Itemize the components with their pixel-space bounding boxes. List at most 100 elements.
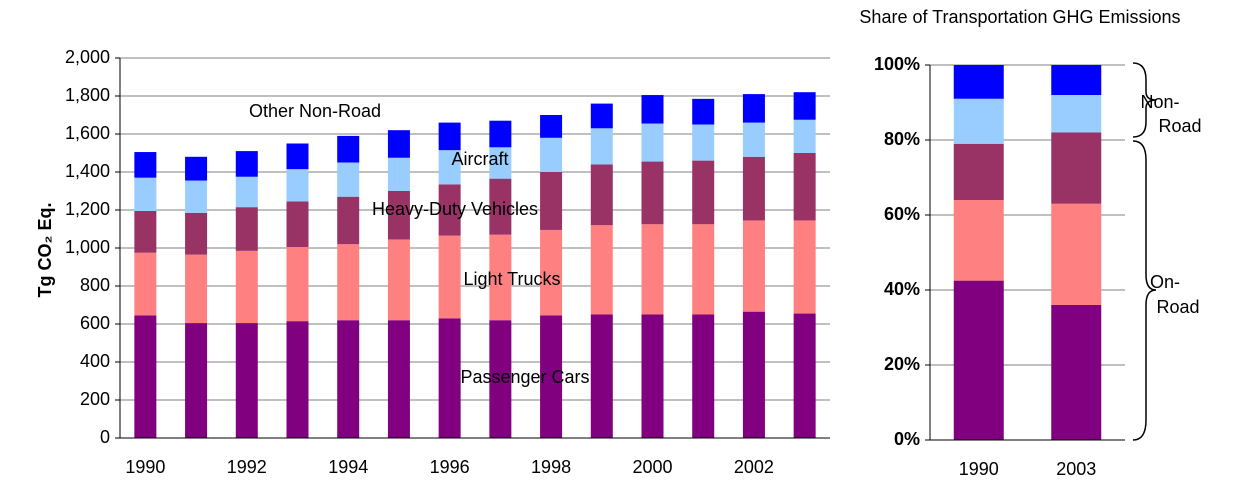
bar-segment [641, 314, 664, 438]
bar-segment [337, 135, 360, 163]
y-axis-label: Tg CO₂ Eq. [35, 203, 55, 298]
y-tick-label: 20% [884, 354, 920, 374]
y-tick-label: 600 [80, 313, 110, 333]
bar-segment [793, 313, 816, 438]
bar-segment [540, 115, 563, 138]
bar-segment [387, 191, 410, 240]
bar-segment [185, 254, 208, 324]
series-label: Aircraft [451, 149, 508, 169]
annotation: On- [1150, 272, 1180, 292]
bar-segment [286, 247, 309, 322]
bar-segment [489, 147, 512, 179]
bar-segment [742, 220, 765, 312]
y-tick-label: 400 [80, 351, 110, 371]
y-tick-label: 1,800 [65, 85, 110, 105]
y-tick-label: 200 [80, 389, 110, 409]
series-label: Passenger Cars [460, 367, 589, 387]
bar-segment [235, 151, 258, 177]
bar-segment [742, 122, 765, 157]
bar-segment [286, 169, 309, 202]
bar-segment [953, 280, 1004, 440]
bar-segment [692, 124, 715, 161]
series-label: Other Non-Road [249, 101, 381, 121]
bar-segment [692, 160, 715, 225]
bar-segment [692, 224, 715, 315]
bar-segment [438, 122, 461, 151]
y-tick-label: 0% [894, 429, 920, 449]
bar-segment [438, 184, 461, 236]
bar-segment [438, 318, 461, 438]
bar-segment [337, 162, 360, 197]
brace-non-road [1132, 62, 1157, 138]
bar-segment [134, 152, 157, 178]
bar-segment [641, 224, 664, 315]
x-tick-label: 1994 [328, 457, 368, 477]
y-tick-label: 40% [884, 279, 920, 299]
bar-segment [953, 65, 1004, 99]
bar-segment [387, 157, 410, 191]
annotation: Non- [1140, 92, 1179, 112]
chart-title: Share of Transportation GHG Emissions [859, 7, 1180, 27]
y-tick-label: 1,400 [65, 161, 110, 181]
annotation: Road [1158, 116, 1201, 136]
bar-segment [185, 180, 208, 213]
bar-segment [953, 200, 1004, 281]
bar-segment [235, 207, 258, 251]
bar-segment [1051, 132, 1102, 204]
bar-segment [742, 311, 765, 438]
bar-segment [337, 244, 360, 321]
bar-segment [793, 119, 816, 153]
bar-segment [742, 94, 765, 123]
bar-segment [590, 103, 613, 129]
y-tick-label: 800 [80, 275, 110, 295]
bar-segment [1051, 65, 1102, 95]
bar-segment [286, 143, 309, 170]
y-tick-label: 80% [884, 129, 920, 149]
x-tick-label: 2000 [632, 457, 672, 477]
y-tick-label: 100% [874, 54, 920, 74]
bar-segment [953, 143, 1004, 200]
x-tick-label: 1990 [125, 457, 165, 477]
bar-segment [540, 137, 563, 172]
bar-segment [134, 177, 157, 211]
x-tick-label: 2002 [734, 457, 774, 477]
bar-segment [590, 225, 613, 315]
bar-segment [742, 156, 765, 221]
bar-segment [1051, 95, 1102, 133]
bar-segment [387, 130, 410, 158]
y-tick-label: 1,000 [65, 237, 110, 257]
bar-segment [540, 315, 563, 438]
bar-segment [692, 314, 715, 438]
bar-segment [337, 320, 360, 438]
y-tick-label: 2,000 [65, 47, 110, 67]
series-label: Heavy-Duty Vehicles [372, 199, 538, 219]
x-tick-label: 1996 [430, 457, 470, 477]
bar-segment [590, 314, 613, 438]
bar-segment [438, 235, 461, 319]
x-tick-label: 2003 [1056, 459, 1096, 479]
bar-segment [953, 98, 1004, 144]
y-tick-label: 60% [884, 204, 920, 224]
bar-segment [641, 161, 664, 225]
bar-segment [286, 321, 309, 438]
bar-segment [286, 201, 309, 248]
bar-segment [692, 98, 715, 125]
bar-segment [489, 120, 512, 148]
bar-segment [235, 323, 258, 438]
bar-segment [438, 150, 461, 185]
bar-segment [185, 156, 208, 181]
bar-segment [793, 220, 816, 314]
bar-segment [540, 229, 563, 316]
bar-segment [134, 210, 157, 253]
annotation: Road [1156, 297, 1199, 317]
bar-segment [185, 212, 208, 255]
bar-segment [540, 172, 563, 230]
bar-segment [235, 250, 258, 324]
bar-segment [793, 153, 816, 221]
x-tick-label: 1990 [959, 459, 999, 479]
bar-segment [590, 164, 613, 226]
bar-segment [387, 320, 410, 438]
x-tick-label: 1992 [227, 457, 267, 477]
series-label: Light Trucks [463, 269, 560, 289]
